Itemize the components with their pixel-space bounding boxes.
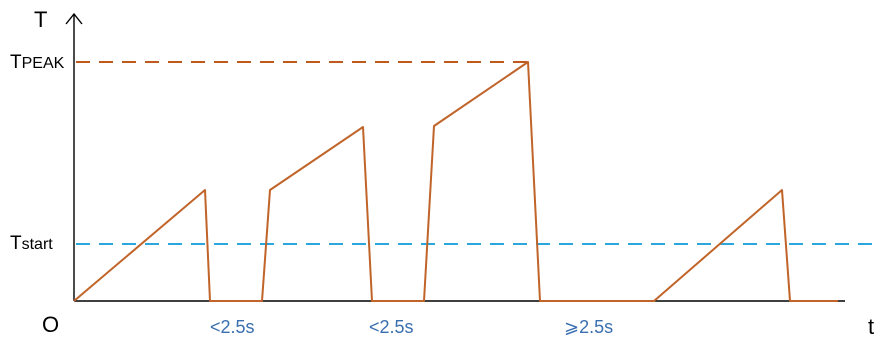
t-peak-prefix: T	[10, 52, 22, 73]
interval-label: <2.5s	[210, 317, 255, 337]
t-start-subscript: start	[22, 236, 54, 253]
t-peak-subscript: PEAK	[22, 55, 65, 72]
x-axis-label: t	[868, 314, 874, 338]
interval-label: ⩾2.5s	[564, 317, 613, 337]
t-start-prefix: T	[10, 233, 22, 254]
temperature-curve	[73, 61, 838, 302]
t-peak-label: TPEAK	[10, 52, 65, 73]
origin-label: O	[42, 312, 59, 337]
y-axis-arrow	[65, 12, 83, 25]
y-axis-label: T	[34, 7, 47, 32]
interval-label: <2.5s	[369, 317, 414, 337]
t-start-label: Tstart	[10, 233, 53, 254]
